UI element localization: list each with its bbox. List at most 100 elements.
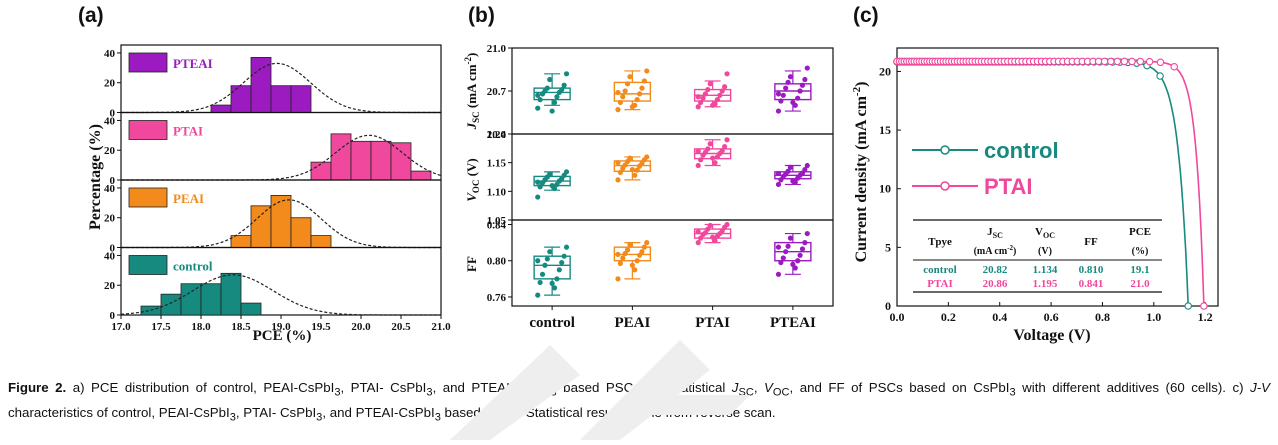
b-data-point [551, 285, 558, 291]
b-data-point [563, 244, 570, 250]
b-data-point [710, 102, 716, 108]
a-x-tick-label: 20.0 [351, 321, 371, 333]
caption-text-8: characteristics of control, PEAI-CsPbI [8, 404, 230, 420]
b-data-point [799, 82, 806, 88]
caption-sub-3g: 3 [434, 411, 441, 424]
b-data-point [785, 79, 791, 85]
b-data-point [627, 74, 633, 80]
b-y-tick-label: 1.05 [487, 215, 507, 227]
a-hist-bar [180, 283, 202, 316]
b-data-point [714, 97, 721, 103]
panel-label-a: (a) [78, 4, 104, 27]
b-data-point [724, 137, 730, 143]
a-hist-bar [240, 302, 262, 316]
b-data-point [549, 183, 555, 189]
b-data-point [639, 249, 645, 255]
c-jv-marker [1145, 57, 1154, 66]
b-data-point [722, 144, 728, 150]
b-data-point [549, 280, 555, 286]
c-jv-marker [1136, 57, 1145, 66]
b-y-tick-label: 20.4 [487, 129, 507, 141]
panel-c-jv-curves: 0.0 0.2 0.4 0.6 0.8 1.0 1.2 0 5 10 15 20 [879, 47, 1219, 324]
caption-text-11: based PSCs. Statistical results come fro… [440, 404, 776, 420]
table-header-voc-unit: (V) [1038, 246, 1052, 257]
b-data-point [641, 244, 647, 250]
b-data-point [535, 179, 541, 185]
tbl-jsc-sub: SC [993, 231, 1003, 240]
b-jsc-j: J [464, 122, 479, 130]
b-data-point [695, 94, 701, 100]
b-data-point [537, 184, 543, 190]
c-jv-marker [1120, 57, 1129, 66]
b-data-point [634, 167, 640, 173]
c-jv-marker [1113, 57, 1122, 66]
b-data-point [615, 160, 621, 166]
panel-a-histograms: PTEAI 0 20 40 PTAI 0 20 40 PEAI 0 20 40 control 0 20 40… [104, 44, 451, 333]
b-data-point [722, 84, 728, 90]
a-legend-swatch [128, 255, 168, 275]
table-header-jsc-unit: (mA cm-2) [974, 244, 1017, 257]
c-jv-marker [1156, 58, 1165, 67]
b-data-point [644, 154, 650, 160]
b-data-point [620, 255, 626, 261]
b-data-point [802, 166, 808, 173]
b-data-point [615, 251, 621, 257]
a-y-tick-label: 40 [104, 183, 116, 195]
a-y-axis-label: Percentage (%) [87, 124, 104, 230]
a-y-tick-label: 20 [104, 213, 116, 225]
b-data-point [695, 240, 701, 246]
panel-label-c: (c) [853, 4, 879, 27]
b-data-point [775, 108, 782, 114]
b-data-point [710, 234, 716, 240]
b-box [533, 87, 571, 101]
b-data-point [622, 88, 628, 94]
table-header-pce-unit: (%) [1132, 246, 1149, 257]
c-jv-marker [1107, 57, 1115, 66]
a-hist-bar [220, 272, 242, 316]
c-y-tick-label: 0 [885, 299, 891, 313]
a-hist-bar [310, 161, 332, 181]
b-voc-unit: (V) [464, 158, 479, 179]
caption-sub-3a: 3 [334, 386, 341, 399]
b-y-tick-label: 1.20 [487, 129, 507, 141]
b-data-point [620, 94, 626, 100]
table-header-ff: FF [1084, 236, 1098, 248]
b-y-tick-label: 1.10 [487, 186, 507, 198]
b-data-point [629, 104, 635, 110]
b-data-point [700, 95, 706, 101]
figure-caption: Figure 2. a) PCE distribution of control… [8, 378, 1270, 427]
table-cell: 20.86 [983, 278, 1008, 290]
b-data-point [705, 86, 711, 93]
b-y-tick-label: 20.7 [487, 86, 507, 98]
b-data-point [535, 105, 541, 111]
a-hist-bar [270, 194, 292, 248]
b-data-point [797, 88, 803, 94]
a-legend-label: control [173, 259, 213, 274]
table-header-type: Tpye [928, 236, 952, 248]
legend-ptai-marker [940, 181, 950, 191]
a-y-tick-label: 0 [110, 175, 116, 187]
b-data-point [615, 276, 621, 282]
b-data-point [563, 169, 570, 175]
caption-text-7: with different additives (60 cells). c) [1015, 380, 1251, 395]
b-subplot-frame [511, 219, 834, 307]
c-x-tick-label: 0.0 [890, 310, 905, 324]
b-data-point [537, 97, 543, 103]
a-hist-bar [160, 293, 182, 316]
b-data-point [535, 258, 541, 264]
b-data-point [695, 229, 701, 235]
b-data-point [615, 89, 621, 96]
caption-jv: J-V [1250, 380, 1271, 395]
b-data-point [624, 81, 631, 87]
caption-voc-sub: OC [772, 386, 790, 399]
tbl-jsc-j: J [987, 226, 993, 238]
c-jv-marker [1200, 302, 1208, 310]
b-data-point [615, 177, 621, 183]
b-data-point [627, 241, 633, 248]
jv-parameter-table: Tpye JSC (mA cm-2) VOC (V) FF PCE (%) co… [913, 219, 1162, 293]
b-data-point [624, 247, 631, 253]
b-data-point [804, 65, 810, 71]
a-y-tick-label: 20 [104, 280, 116, 292]
tbl-voc-sub: OC [1043, 231, 1055, 240]
